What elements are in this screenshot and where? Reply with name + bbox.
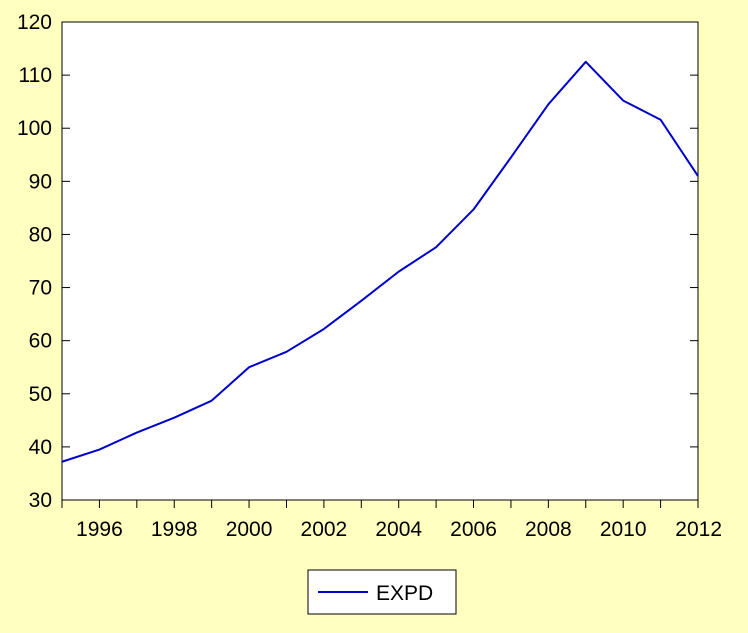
legend-label: EXPD: [376, 582, 433, 605]
x-tick-label: 2000: [226, 518, 273, 541]
y-tick-label: 100: [17, 117, 52, 140]
series-line-expd: [61, 60, 699, 463]
legend: EXPD: [307, 569, 457, 615]
y-tick-label: 90: [29, 170, 52, 193]
x-tick-label: 1998: [151, 518, 198, 541]
x-tick-label: 2006: [450, 518, 497, 541]
x-tick-label: 2010: [600, 518, 647, 541]
x-tick-label: 2004: [375, 518, 422, 541]
x-tick-label: 1996: [76, 518, 123, 541]
y-tick-label: 60: [29, 330, 52, 353]
y-tick-label: 120: [17, 11, 52, 34]
y-tick-label: 30: [29, 489, 52, 512]
y-tick-label: 70: [29, 277, 52, 300]
x-tick-label: 2002: [301, 518, 348, 541]
y-tick-label: 50: [29, 383, 52, 406]
x-axis: 1996 1998 2000 2002 2004 2006 2008 2010 2012: [61, 500, 722, 541]
plot-area: [61, 21, 699, 501]
y-tick-label: 110: [19, 64, 52, 87]
y-axis: 30 40 50 60 70 80 90 100 110 120: [17, 11, 698, 512]
series-layer: [61, 60, 699, 463]
y-tick-label: 80: [29, 223, 52, 246]
x-tick-label: 2012: [675, 518, 722, 541]
x-tick-label: 2008: [525, 518, 572, 541]
y-tick-label: 40: [29, 436, 52, 459]
